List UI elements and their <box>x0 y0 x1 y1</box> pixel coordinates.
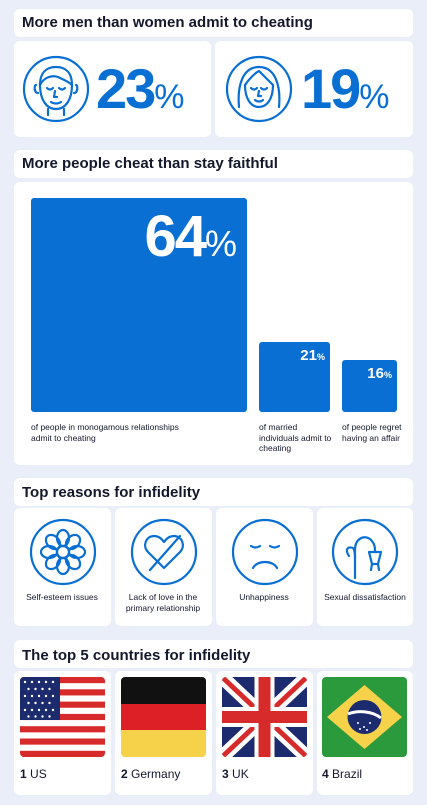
bar-monogamous-number: 64 <box>144 204 206 269</box>
country-uk-name: UK <box>232 767 249 781</box>
country-us-rank: 1 <box>20 767 27 781</box>
bar-married-number: 21 <box>300 347 317 364</box>
reason-sexual-dissatisfaction-label: Sexual dissatisfaction <box>324 592 406 602</box>
reason-card-lack-of-love: Lack of love in the primary relationship <box>115 508 212 626</box>
country-card-us: 1 US <box>14 671 111 795</box>
bar-monogamous: 64% <box>31 198 247 412</box>
bar-married-unit: % <box>316 352 325 362</box>
bar-married-value: 21% <box>300 347 325 366</box>
men-percentage: 23% <box>96 61 185 125</box>
section-men-women-header <box>14 9 413 37</box>
country-us: 1 US <box>20 767 47 781</box>
sad-face-icon <box>231 518 299 586</box>
section-reasons-header <box>14 478 413 506</box>
bar-regret-unit: % <box>383 370 392 380</box>
germany-flag-icon <box>121 677 206 757</box>
woman-face-icon <box>225 55 293 123</box>
country-germany-name: Germany <box>131 767 181 781</box>
bar-regret-value: 16% <box>367 365 392 384</box>
women-stat-card: 19% <box>215 41 413 137</box>
wilted-flower-icon <box>331 518 399 586</box>
section-cheat-faithful-header <box>14 150 413 178</box>
country-uk-rank: 3 <box>222 767 229 781</box>
brazil-flag-icon <box>322 677 407 757</box>
men-percentage-value: 23 <box>96 57 156 120</box>
country-uk: 3 UK <box>222 767 249 781</box>
flower-icon <box>29 518 97 586</box>
man-face-icon <box>22 55 90 123</box>
us-flag-icon <box>20 677 105 757</box>
women-percentage-unit: % <box>359 78 390 116</box>
country-card-germany: 2 Germany <box>115 671 212 795</box>
women-percentage: 19% <box>301 61 390 125</box>
women-percentage-value: 19 <box>301 57 361 120</box>
bar-monogamous-caption: of people in monogamous relationships ad… <box>31 422 179 443</box>
bar-monogamous-value: 64% <box>144 206 237 275</box>
men-stat-card: 23% <box>14 41 211 137</box>
section-reasons-title: Top reasons for infidelity <box>22 484 201 501</box>
section-countries-title: The top 5 countries for infidelity <box>22 647 251 664</box>
country-card-uk: 3 UK <box>216 671 313 795</box>
reason-unhappiness-label: Unhappiness <box>239 592 289 602</box>
bar-married-caption: of married individuals admit to cheating <box>259 422 332 453</box>
crossed-heart-icon <box>130 518 198 586</box>
country-germany: 2 Germany <box>121 767 180 781</box>
reason-card-sexual-dissatisfaction: Sexual dissatisfaction <box>317 508 413 626</box>
country-germany-rank: 2 <box>121 767 128 781</box>
bar-regret: 16% <box>342 360 397 412</box>
country-brazil-rank: 4 <box>322 767 329 781</box>
country-us-name: US <box>30 767 47 781</box>
cheat-bars-card: 64% of people in monogamous relationship… <box>14 182 413 465</box>
bar-regret-caption: of people regret having an affair <box>342 422 402 443</box>
bar-married: 21% <box>259 342 330 412</box>
section-cheat-faithful-title: More people cheat than stay faithful <box>22 155 278 172</box>
section-men-women-title: More men than women admit to cheating <box>22 14 313 31</box>
country-brazil: 4 Brazil <box>322 767 362 781</box>
bar-regret-number: 16 <box>367 365 384 382</box>
country-brazil-name: Brazil <box>332 767 363 781</box>
men-percentage-unit: % <box>154 78 185 116</box>
reason-card-self-esteem: Self-esteem issues <box>14 508 111 626</box>
bar-monogamous-unit: % <box>204 223 237 264</box>
reason-card-unhappiness: Unhappiness <box>216 508 313 626</box>
reason-self-esteem-label: Self-esteem issues <box>26 592 98 602</box>
country-card-brazil: 4 Brazil <box>317 671 413 795</box>
uk-flag-icon <box>222 677 307 757</box>
reason-lack-of-love-label: Lack of love in the primary relationship <box>125 592 201 613</box>
section-countries-header <box>14 640 413 668</box>
